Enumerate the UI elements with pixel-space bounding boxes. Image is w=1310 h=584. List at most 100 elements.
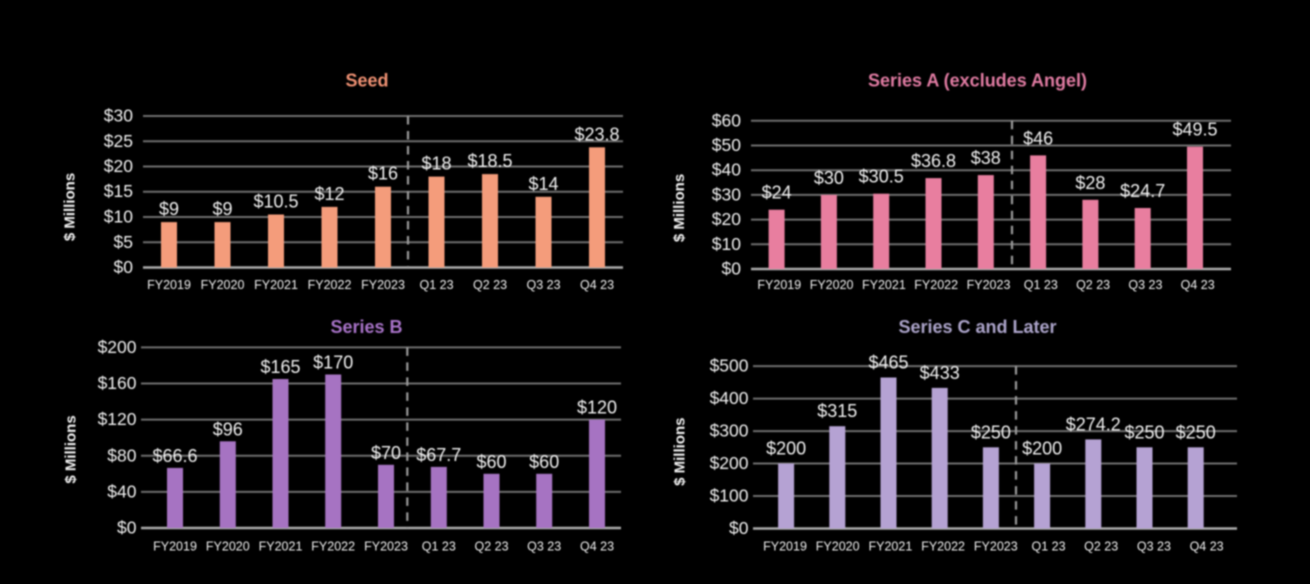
svg-text:$38: $38	[971, 148, 1001, 168]
svg-text:FY2020: FY2020	[816, 540, 860, 554]
svg-text:$60: $60	[529, 452, 559, 472]
svg-text:$30: $30	[814, 168, 844, 188]
svg-text:$465: $465	[868, 353, 908, 373]
svg-text:Q3 23: Q3 23	[527, 540, 561, 554]
svg-text:$ Millions: $ Millions	[672, 418, 689, 486]
svg-text:$25: $25	[104, 131, 133, 151]
svg-text:$36.8: $36.8	[911, 151, 956, 171]
svg-text:FY2023: FY2023	[974, 540, 1018, 554]
svg-text:$300: $300	[710, 421, 749, 441]
svg-text:$30.5: $30.5	[859, 167, 904, 187]
svg-text:FY2021: FY2021	[259, 540, 303, 554]
svg-text:$ Millions: $ Millions	[62, 173, 79, 241]
svg-text:$24: $24	[762, 183, 792, 203]
svg-text:Q3 23: Q3 23	[1128, 278, 1162, 292]
svg-text:FY2021: FY2021	[869, 540, 913, 554]
svg-text:$200: $200	[98, 337, 137, 357]
svg-text:Q1 23: Q1 23	[419, 278, 453, 292]
svg-text:$40: $40	[712, 160, 741, 180]
svg-text:Q4 23: Q4 23	[580, 278, 614, 292]
svg-text:$120: $120	[577, 398, 617, 418]
svg-text:$20: $20	[104, 156, 133, 176]
svg-text:Q2 23: Q2 23	[473, 278, 507, 292]
svg-text:$40: $40	[107, 481, 136, 501]
svg-text:$66.6: $66.6	[152, 446, 197, 466]
svg-text:FY2020: FY2020	[810, 278, 854, 292]
svg-text:$160: $160	[98, 373, 137, 393]
svg-text:$12: $12	[314, 184, 344, 204]
svg-text:$60: $60	[476, 452, 506, 472]
svg-text:$200: $200	[710, 453, 749, 473]
svg-text:$ Millions: $ Millions	[671, 174, 688, 242]
svg-text:$200: $200	[766, 439, 806, 459]
svg-text:$120: $120	[98, 409, 137, 429]
svg-text:$67.7: $67.7	[416, 445, 461, 465]
svg-text:FY2019: FY2019	[757, 278, 801, 292]
svg-text:Q4 23: Q4 23	[1190, 540, 1224, 554]
svg-text:Q4 23: Q4 23	[580, 540, 614, 554]
svg-text:$250: $250	[971, 422, 1011, 442]
svg-text:FY2022: FY2022	[308, 278, 352, 292]
svg-text:$24.7: $24.7	[1120, 181, 1165, 201]
svg-text:FY2022: FY2022	[921, 540, 965, 554]
svg-text:$30: $30	[104, 106, 133, 126]
svg-text:$500: $500	[710, 356, 749, 376]
svg-text:$315: $315	[817, 401, 857, 421]
svg-text:Q2 23: Q2 23	[1076, 278, 1110, 292]
svg-text:$30: $30	[712, 184, 741, 204]
svg-text:$165: $165	[260, 357, 300, 377]
svg-text:$14: $14	[528, 174, 558, 194]
svg-text:$433: $433	[920, 363, 960, 383]
svg-text:$60: $60	[712, 110, 741, 130]
svg-text:$28: $28	[1075, 173, 1105, 193]
svg-text:$15: $15	[104, 181, 133, 201]
svg-text:$274.2: $274.2	[1066, 414, 1121, 434]
svg-text:$50: $50	[712, 135, 741, 155]
svg-text:Series B: Series B	[330, 317, 402, 337]
svg-text:$80: $80	[107, 445, 136, 465]
svg-text:$46: $46	[1023, 128, 1053, 148]
svg-text:$70: $70	[371, 443, 401, 463]
svg-text:$10: $10	[104, 207, 133, 227]
svg-text:FY2020: FY2020	[206, 540, 250, 554]
svg-text:FY2019: FY2019	[153, 540, 197, 554]
svg-text:$400: $400	[710, 388, 749, 408]
svg-text:Q4 23: Q4 23	[1181, 278, 1215, 292]
svg-text:Q2 23: Q2 23	[1084, 540, 1118, 554]
svg-text:Q1 23: Q1 23	[1031, 540, 1065, 554]
svg-text:$18.5: $18.5	[467, 151, 512, 171]
svg-text:FY2021: FY2021	[862, 278, 906, 292]
svg-text:$0: $0	[117, 518, 137, 538]
svg-text:$23.8: $23.8	[574, 124, 619, 144]
svg-text:$9: $9	[159, 199, 179, 219]
svg-text:Q3 23: Q3 23	[1137, 540, 1171, 554]
svg-text:FY2023: FY2023	[361, 278, 405, 292]
svg-text:FY2019: FY2019	[763, 540, 807, 554]
svg-text:$170: $170	[313, 353, 353, 373]
svg-text:Series A (excludes Angel): Series A (excludes Angel)	[868, 71, 1087, 91]
svg-text:$0: $0	[722, 259, 742, 279]
svg-text:$10.5: $10.5	[253, 192, 298, 212]
svg-text:$0: $0	[729, 518, 749, 538]
svg-text:$20: $20	[712, 209, 741, 229]
svg-text:FY2019: FY2019	[147, 278, 191, 292]
svg-text:Q1 23: Q1 23	[1024, 278, 1058, 292]
svg-text:$96: $96	[213, 419, 243, 439]
svg-text:$100: $100	[710, 486, 749, 506]
svg-text:$16: $16	[368, 164, 398, 184]
svg-text:$10: $10	[712, 234, 741, 254]
svg-text:Seed: Seed	[345, 71, 388, 91]
svg-text:$49.5: $49.5	[1172, 120, 1217, 140]
svg-text:$200: $200	[1022, 439, 1062, 459]
svg-text:FY2022: FY2022	[914, 278, 958, 292]
svg-text:Q2 23: Q2 23	[474, 540, 508, 554]
svg-text:FY2020: FY2020	[201, 278, 245, 292]
svg-text:FY2022: FY2022	[311, 540, 355, 554]
svg-text:FY2023: FY2023	[364, 540, 408, 554]
svg-text:$5: $5	[114, 232, 133, 252]
svg-text:$250: $250	[1124, 422, 1164, 442]
svg-text:Series C and Later: Series C and Later	[898, 317, 1056, 337]
svg-text:$0: $0	[114, 257, 134, 277]
svg-text:$9: $9	[212, 199, 232, 219]
svg-text:$ Millions: $ Millions	[63, 415, 80, 483]
